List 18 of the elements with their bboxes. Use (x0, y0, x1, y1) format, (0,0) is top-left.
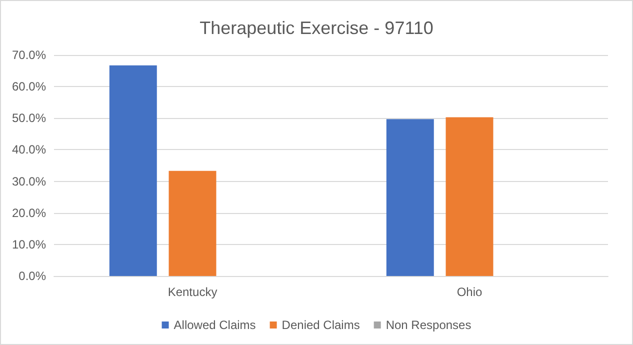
legend-label: Non Responses (386, 318, 472, 332)
y-tick-label: 10.0% (12, 237, 46, 252)
bar (386, 119, 434, 276)
y-tick-label: 0.0% (18, 269, 46, 283)
chart-title: Therapeutic Exercise - 97110 (200, 18, 434, 38)
y-tick-label: 70.0% (12, 48, 46, 62)
y-tick-label: 60.0% (12, 80, 46, 94)
bar (168, 170, 216, 276)
y-tick-label: 50.0% (12, 111, 46, 126)
x-tick-label: Ohio (456, 285, 482, 299)
y-tick-label: 30.0% (12, 174, 46, 188)
legend-label: Denied Claims (282, 318, 360, 332)
y-tick-label: 20.0% (12, 206, 46, 220)
legend-label: Allowed Claims (174, 318, 256, 332)
bar (109, 65, 157, 276)
bar (446, 117, 494, 276)
x-tick-label: Kentucky (168, 285, 218, 299)
y-tick-label: 40.0% (12, 142, 46, 157)
